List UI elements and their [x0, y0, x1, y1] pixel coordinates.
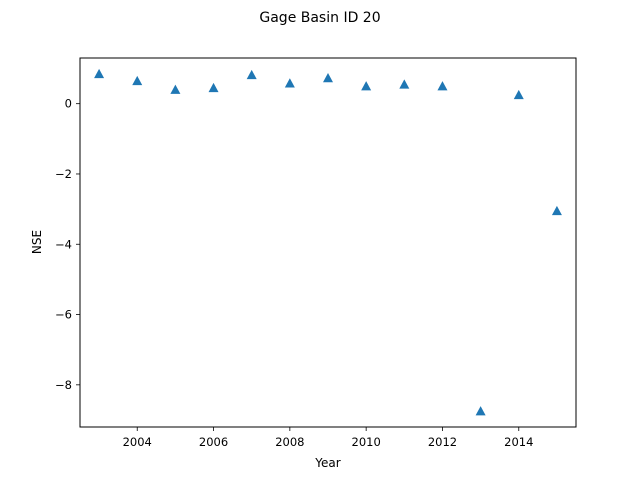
data-point-2013: [475, 406, 486, 416]
data-point-2008: [284, 78, 295, 88]
plot-area: [79, 57, 577, 428]
data-point-2014: [513, 89, 524, 100]
y-axis: 0 −2 −4 −6 −8: [55, 97, 80, 392]
y-tick-label: 0: [65, 97, 72, 111]
data-point-2012: [437, 81, 448, 91]
data-points: [94, 68, 562, 416]
y-tick-label: −2: [55, 167, 72, 181]
data-point-2011: [399, 79, 410, 89]
data-point-2005: [170, 84, 181, 94]
x-tick-label: 2010: [352, 435, 381, 449]
data-point-2003: [94, 68, 105, 79]
x-tick-label: 2004: [123, 435, 152, 449]
x-tick-label: 2014: [504, 435, 533, 449]
data-point-2009: [323, 73, 333, 83]
data-point-2004: [132, 75, 143, 86]
data-point-2010: [361, 81, 372, 91]
x-axis: 2004 2006 2008 2010 2012 2014: [123, 427, 533, 449]
y-axis-label: NSE: [30, 230, 44, 254]
chart-title: Gage Basin ID 20: [259, 10, 380, 26]
x-tick-label: 2008: [275, 435, 304, 449]
x-axis-label: Year: [314, 456, 340, 470]
data-point-2007: [246, 69, 257, 80]
x-tick-label: 2006: [199, 435, 228, 449]
x-tick-label: 2012: [428, 435, 457, 449]
y-tick-label: −8: [55, 378, 72, 392]
y-tick-label: −4: [55, 237, 72, 251]
data-point-2006: [208, 82, 219, 93]
y-tick-label: −6: [55, 308, 72, 322]
data-point-2015: [551, 205, 562, 216]
